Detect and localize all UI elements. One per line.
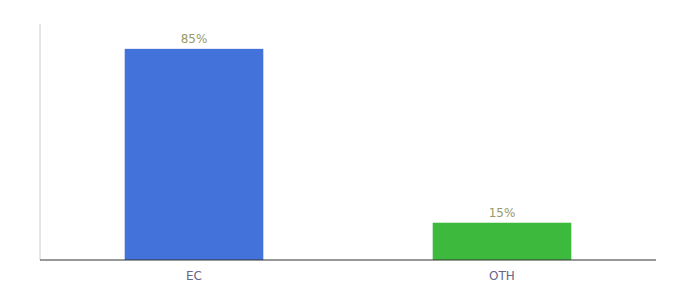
- data-label: 15%: [489, 206, 516, 220]
- bar: [125, 49, 264, 260]
- y-axis-line: [40, 24, 41, 260]
- x-tick-label: EC: [186, 269, 202, 283]
- chart: 85% 15% EC OTH: [0, 0, 680, 300]
- bars: [125, 49, 572, 260]
- bar: [433, 223, 572, 260]
- x-axis-line: [40, 260, 656, 261]
- data-label: 85%: [181, 32, 208, 46]
- x-tick-label: OTH: [489, 269, 515, 283]
- chart-container: 85% 15% EC OTH: [0, 0, 680, 300]
